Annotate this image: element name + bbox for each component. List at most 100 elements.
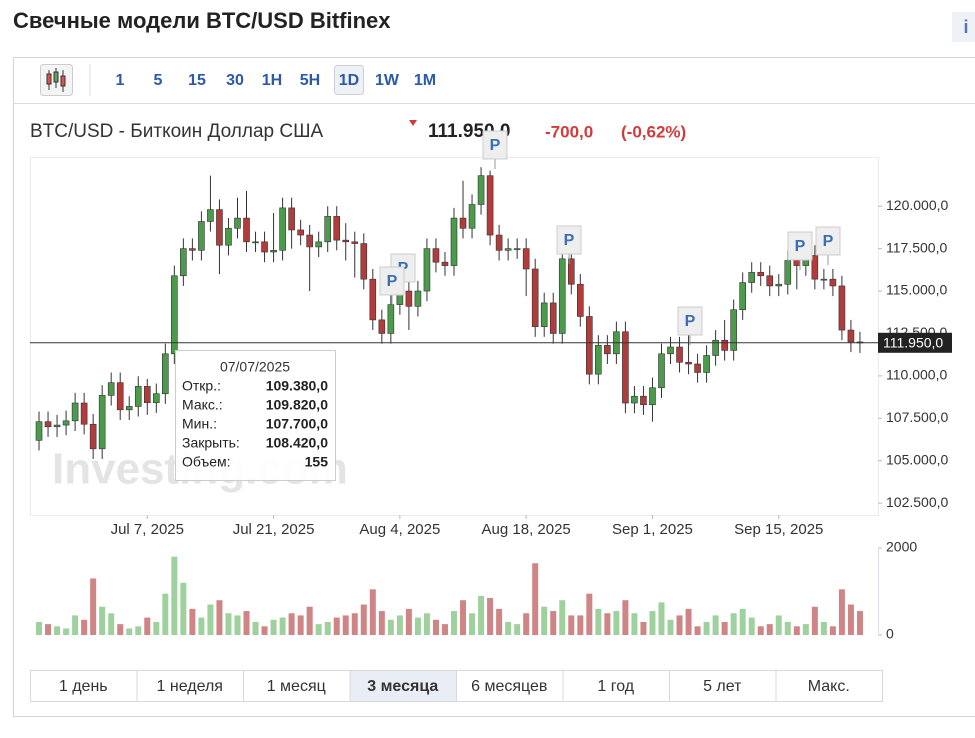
volume-bar: [135, 626, 142, 635]
volume-bar: [441, 624, 448, 635]
volume-bar: [306, 606, 313, 635]
interval-button[interactable]: 5: [154, 72, 163, 89]
candle-body: [820, 278, 828, 281]
range-label[interactable]: 1 год: [597, 678, 634, 695]
instrument-name: BTC/USD - Биткоин Доллар США: [30, 121, 323, 142]
range-button[interactable]: [30, 670, 138, 702]
candle-body: [838, 285, 846, 331]
volume-bar: [207, 604, 214, 635]
candle-body: [540, 302, 548, 327]
y-tick-label: 120.000,0: [886, 197, 948, 213]
volume-bar: [496, 608, 503, 635]
candle-body: [243, 217, 250, 243]
volume-bar: [45, 624, 52, 635]
interval-button[interactable]: 15: [188, 72, 206, 89]
candle-body: [162, 353, 169, 394]
interval-button[interactable]: 1: [116, 72, 125, 89]
range-label[interactable]: Макс.: [808, 678, 850, 695]
range-button[interactable]: [775, 670, 883, 702]
candle-body: [829, 278, 837, 287]
range-label[interactable]: 1 неделя: [157, 678, 223, 695]
range-button[interactable]: [136, 670, 244, 702]
candle-body: [234, 217, 241, 229]
candle-body: [586, 316, 593, 375]
interval-button[interactable]: 1M: [414, 72, 436, 89]
volume-bar: [117, 624, 124, 635]
candle-body: [486, 175, 494, 236]
event-marker: P: [823, 233, 834, 250]
volume-bar: [460, 600, 467, 635]
y-tick-label: 0: [886, 626, 894, 642]
event-marker: P: [387, 273, 398, 290]
volume-bar: [216, 600, 223, 635]
range-label[interactable]: 1 месяц: [267, 678, 326, 695]
volume-bar: [99, 606, 106, 635]
event-marker: P: [564, 232, 575, 249]
y-tick-label: 102.500,0: [886, 494, 948, 510]
volume-bar: [198, 617, 205, 635]
candle-body: [360, 243, 368, 280]
interval-button[interactable]: 1D: [339, 72, 359, 89]
volume-bar: [667, 619, 674, 635]
volume-bar: [279, 617, 286, 635]
volume-bar: [405, 608, 412, 635]
candle-body: [80, 402, 88, 425]
volume-bar: [676, 615, 683, 635]
volume-bar: [730, 613, 737, 635]
range-button[interactable]: [243, 670, 351, 702]
range-button[interactable]: [456, 670, 564, 702]
interval-button[interactable]: 30: [226, 72, 244, 89]
candle-body: [622, 331, 629, 404]
tooltip-label: Объем:: [182, 454, 231, 470]
candle-body: [261, 241, 268, 253]
candle-body: [423, 248, 431, 292]
candle-body: [152, 393, 160, 403]
range-label[interactable]: 1 день: [59, 678, 108, 695]
interval-active[interactable]: [334, 65, 364, 95]
interval-button[interactable]: 1H: [262, 72, 282, 89]
candle-body: [171, 275, 178, 355]
volume-bar: [757, 626, 764, 635]
last-price-label: 111.950,0: [883, 334, 943, 350]
tooltip-value: 155: [305, 454, 329, 470]
volume-bar: [685, 608, 692, 635]
info-icon[interactable]: i: [963, 17, 968, 37]
volume-bar: [514, 624, 521, 635]
volume-bar: [63, 628, 70, 635]
candle-body: [306, 234, 313, 248]
candle-body: [495, 234, 503, 251]
range-label[interactable]: 5 лет: [703, 678, 742, 695]
info-button[interactable]: [952, 12, 975, 42]
volume-bar: [847, 604, 854, 635]
tooltip: 07/07/2025 Откр.: 109.380,0 Макс.: 109.820,0…: [175, 350, 336, 481]
range-button[interactable]: [669, 670, 777, 702]
volume-bar: [505, 621, 512, 635]
interval-button[interactable]: 5H: [300, 72, 320, 89]
tooltip-label: Закрыть:: [182, 435, 240, 451]
range-button[interactable]: [349, 670, 457, 702]
volume-bar: [478, 595, 485, 635]
candle-body: [567, 258, 575, 285]
interval-button[interactable]: 1W: [375, 72, 400, 89]
x-tick-label: Aug 4, 2025: [359, 521, 440, 538]
interval-bar: 1 5 15 30 1H 5H 1D 1W 1M: [116, 65, 436, 95]
volume-bar: [541, 606, 548, 635]
range-label[interactable]: 3 месяца: [367, 678, 438, 695]
x-tick-label: Sep 1, 2025: [612, 521, 693, 538]
candle-body: [297, 229, 304, 236]
candle-body: [125, 406, 133, 411]
marker-box: [677, 306, 703, 336]
volume-bar: [568, 615, 575, 635]
candle-body: [604, 345, 611, 355]
volume-plot: 0 2000: [36, 539, 917, 642]
candle-body: [189, 248, 196, 251]
marker-box: [787, 231, 813, 261]
candle-body: [216, 209, 223, 246]
x-tick-label: Sep 15, 2025: [734, 521, 823, 538]
range-label[interactable]: 6 месяцев: [471, 678, 547, 695]
candle-body: [522, 248, 530, 270]
volume-bar: [162, 593, 169, 635]
volume-bar: [829, 626, 836, 635]
widget-frame: [13, 57, 975, 717]
candle-body: [315, 241, 322, 248]
